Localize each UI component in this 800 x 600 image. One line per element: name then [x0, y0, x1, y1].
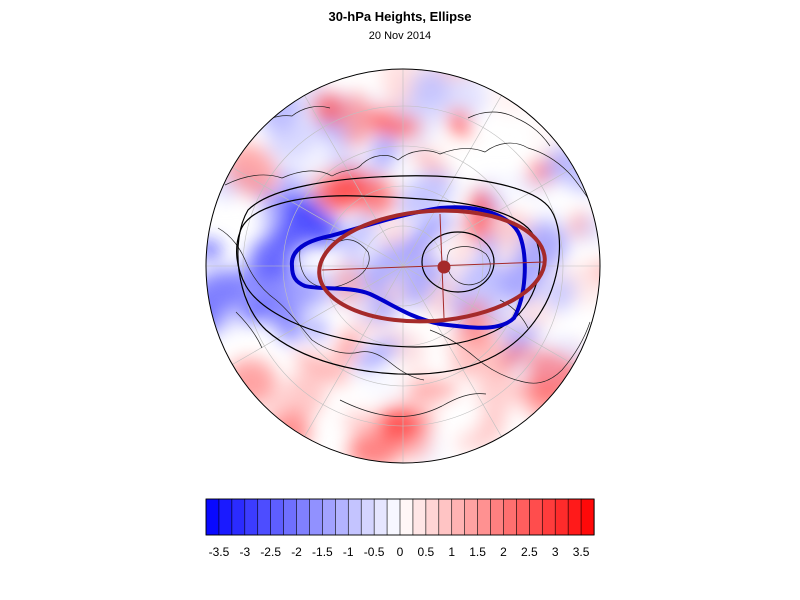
colorbar-swatch — [580, 498, 595, 536]
colorbar-swatch — [335, 498, 349, 536]
anomaly-patch — [206, 241, 223, 258]
colorbar-tick-label: 2.5 — [521, 545, 538, 559]
colorbar-swatch — [529, 498, 543, 536]
colorbar-swatches — [205, 498, 595, 536]
colorbar-swatch — [347, 498, 362, 536]
colorbar-swatch — [244, 498, 259, 536]
colorbar-tick-label: -3.5 — [209, 545, 230, 559]
colorbar-swatch — [218, 498, 233, 536]
colorbar-labels: -3.5 -3 -2.5 -2 -1.5 -1 -0.5 0 0.5 1 1.5 2 2.5 3 3.5 — [209, 545, 590, 559]
height-contour-inner — [421, 231, 495, 293]
colorbar-tick-label: -2 — [291, 545, 302, 559]
meridian-line — [402, 265, 504, 440]
anomaly-patch — [309, 319, 326, 340]
map-date: 20 Nov 2014 — [368, 30, 432, 42]
height-contour-outer — [237, 175, 561, 375]
anomaly-patch — [312, 92, 346, 125]
map-title: 30-hPa Heights, Ellipse — [328, 9, 472, 24]
anomaly-patch — [478, 288, 502, 327]
anomaly-patch — [509, 175, 549, 197]
anomaly-patch — [545, 144, 567, 184]
meridian-line — [302, 92, 404, 267]
anomaly-patch — [294, 351, 351, 385]
colorbar-tick-label: 3.5 — [573, 545, 590, 559]
colorbar-swatch — [412, 498, 427, 536]
meridian-line — [402, 92, 504, 267]
colorbar-tick-label: -2.5 — [260, 545, 281, 559]
colorbar-swatch — [464, 498, 479, 536]
colorbar-swatch — [503, 498, 518, 536]
colorbar-swatch — [309, 498, 324, 536]
anomaly-patch — [576, 212, 600, 243]
colorbar-swatch — [425, 498, 440, 536]
colorbar-swatch — [296, 498, 311, 536]
colorbar-swatch — [490, 498, 505, 536]
anomaly-patch — [304, 214, 342, 247]
polar-map — [205, 68, 601, 464]
colorbar-tick-label: 3 — [552, 545, 559, 559]
colorbar-swatch — [205, 498, 220, 536]
colorbar-swatch — [283, 498, 298, 536]
colorbar-tick-label: 0 — [397, 545, 404, 559]
colorbar-tick-label: -1 — [343, 545, 354, 559]
anomaly-patch — [410, 69, 449, 107]
colorbar-tick-label: -0.5 — [364, 545, 385, 559]
anomaly-patch — [352, 296, 376, 326]
anomaly-patch — [403, 380, 458, 403]
colorbar-swatch — [322, 498, 336, 536]
anomaly-patch — [341, 91, 372, 148]
colorbar-tick-label: 1.5 — [469, 545, 486, 559]
meridian-line — [229, 165, 404, 267]
colorbar-swatch — [451, 498, 466, 536]
colorbar-swatch — [373, 498, 388, 536]
colorbar-swatch — [554, 498, 569, 536]
colorbar-swatch — [477, 498, 492, 536]
anomaly-patch — [342, 411, 384, 434]
meridian-line — [229, 265, 404, 367]
anomaly-patch — [377, 404, 424, 444]
colorbar-swatch — [231, 498, 246, 536]
colorbar-swatch — [360, 498, 375, 536]
anomaly-patch — [475, 368, 520, 413]
meridian-line — [302, 265, 404, 440]
colorbar-swatch — [516, 498, 530, 536]
map-boundary — [205, 68, 601, 464]
colorbar-tick-label: -1.5 — [312, 545, 333, 559]
ellipse-major-axis — [321, 261, 545, 271]
ellipse-center-marker — [437, 260, 451, 274]
colorbar-swatch — [541, 498, 556, 536]
anomaly-patch — [361, 372, 405, 400]
fitted-ellipse — [317, 208, 547, 324]
anomaly-patch — [370, 130, 400, 173]
colorbar-swatch — [257, 498, 272, 536]
colorbar-swatch — [270, 498, 285, 536]
anomaly-patch — [323, 166, 369, 209]
anomaly-patch — [206, 268, 251, 315]
colorbar-tick-label: 2 — [500, 545, 507, 559]
anomaly-patch — [448, 108, 471, 138]
anomaly-patch — [451, 276, 476, 318]
colorbar-swatch — [399, 498, 414, 536]
anomaly-patch — [354, 337, 399, 373]
anomaly-patch — [465, 188, 493, 244]
colorbar-swatch — [567, 498, 582, 536]
colorbar-tick-label: 0.5 — [418, 545, 435, 559]
anomaly-patch — [399, 212, 449, 261]
anomaly-patch — [591, 260, 600, 282]
anomaly-patch — [450, 242, 472, 269]
colorbar-swatch — [438, 498, 453, 536]
colorbar-swatch — [386, 498, 401, 536]
colorbar-tick-label: -3 — [239, 545, 250, 559]
colorbar-tick-label: 1 — [448, 545, 455, 559]
